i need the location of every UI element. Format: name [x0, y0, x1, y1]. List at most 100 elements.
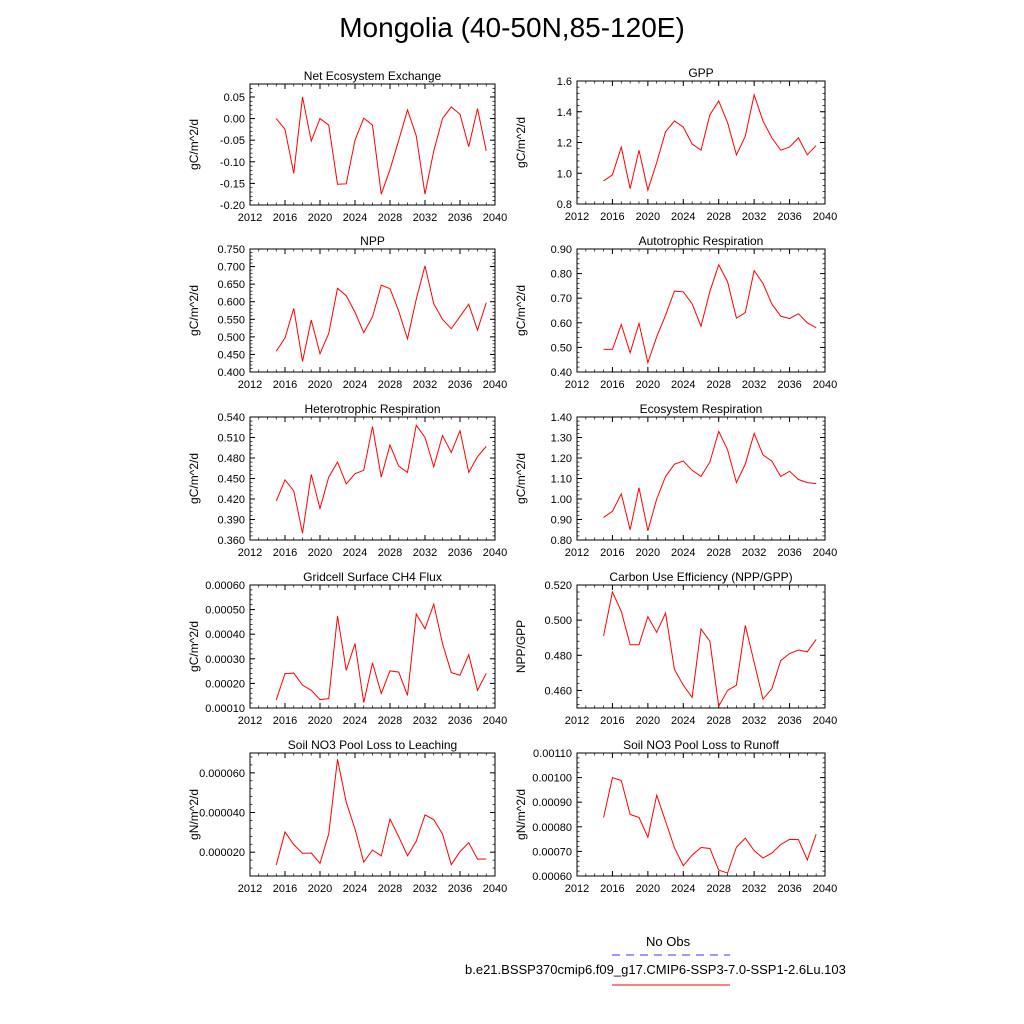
- x-tick-label: 2028: [378, 547, 402, 559]
- plot-frame: [576, 80, 826, 205]
- x-tick-label: 2012: [565, 715, 589, 727]
- y-tick-label: -0.15: [220, 178, 245, 190]
- x-tick-label: 2012: [565, 883, 589, 895]
- x-tick-label: 2036: [448, 715, 472, 727]
- x-tick-label: 2028: [378, 715, 402, 727]
- y-tick-label: 1.20: [551, 453, 572, 465]
- y-tick-label: 0.70: [551, 293, 572, 305]
- x-tick-label: 2024: [671, 715, 695, 727]
- panel-title: Soil NO3 Pool Loss to Runoff: [623, 738, 780, 752]
- x-tick-label: 2024: [671, 379, 695, 391]
- chart-panel-3: Autotrophic Respiration gC/m^2/d 2012 2016 2…: [514, 234, 837, 391]
- y-axis-label: gC/m^2/d: [514, 285, 528, 336]
- series-line: [275, 265, 487, 362]
- x-tick-label: 2020: [308, 715, 332, 727]
- x-tick-label: 2032: [742, 379, 766, 391]
- x-tick-label: 2028: [706, 211, 730, 223]
- y-tick-label: 0.000040: [199, 808, 245, 820]
- y-tick-label: 1.6: [557, 76, 572, 88]
- x-tick-label: 2016: [273, 715, 297, 727]
- x-tick-label: 2032: [413, 379, 437, 391]
- x-tick-label: 2016: [600, 379, 624, 391]
- x-tick-label: 2036: [777, 547, 801, 559]
- x-tick-label: 2016: [600, 547, 624, 559]
- y-tick-label: 0.510: [217, 433, 245, 445]
- y-axis-label: gC/m^2/d: [187, 285, 201, 336]
- x-tick-label: 2036: [777, 715, 801, 727]
- series-line: [603, 776, 817, 874]
- x-tick-label: 2040: [483, 547, 507, 559]
- y-axis-label: gC/m^2/d: [514, 453, 528, 504]
- x-tick-label: 2040: [483, 379, 507, 391]
- x-tick-label: 2016: [273, 212, 297, 224]
- y-tick-label: 0.80: [551, 269, 572, 281]
- y-tick-label: 1.40: [551, 412, 572, 424]
- x-tick-label: 2028: [706, 547, 730, 559]
- x-tick-label: 2040: [483, 715, 507, 727]
- y-tick-label: 1.0: [557, 168, 572, 180]
- x-tick-label: 2036: [448, 547, 472, 559]
- x-tick-label: 2032: [742, 883, 766, 895]
- x-tick-label: 2032: [742, 715, 766, 727]
- x-tick-label: 2024: [343, 547, 367, 559]
- x-tick-label: 2032: [742, 547, 766, 559]
- chart-panel-1: GPP gC/m^2/d 2012 2016 2020 2024 2028 2032 2036 2…: [514, 66, 837, 223]
- x-tick-label: 2036: [777, 211, 801, 223]
- y-tick-label: 0.000020: [199, 847, 245, 859]
- series-line: [603, 92, 817, 193]
- y-axis-label: gC/m^2/d: [187, 119, 201, 170]
- x-tick-label: 2016: [600, 883, 624, 895]
- x-tick-label: 2024: [343, 715, 367, 727]
- x-tick-label: 2036: [448, 379, 472, 391]
- x-tick-label: 2036: [448, 883, 472, 895]
- figure-title: Mongolia (40-50N,85-120E): [339, 12, 685, 43]
- x-tick-label: 2028: [706, 883, 730, 895]
- x-tick-label: 2028: [378, 883, 402, 895]
- x-tick-label: 2032: [413, 883, 437, 895]
- x-tick-label: 2032: [742, 211, 766, 223]
- series-line: [275, 96, 487, 195]
- y-tick-label: 0.40: [551, 367, 572, 379]
- plot-frame: [249, 83, 496, 206]
- y-tick-label: 0.60: [551, 318, 572, 330]
- y-tick-label: 0.750: [217, 244, 245, 256]
- chart-panel-2: NPP gC/m^2/d 2012 2016 2020 2024 2028 2032 2036 2…: [187, 234, 507, 391]
- y-tick-label: 0.80: [551, 535, 572, 547]
- x-tick-label: 2024: [671, 547, 695, 559]
- x-tick-label: 2012: [238, 883, 262, 895]
- plot-frame: [249, 248, 496, 373]
- y-tick-label: 0.480: [217, 453, 245, 465]
- x-tick-label: 2012: [565, 211, 589, 223]
- x-tick-label: 2040: [813, 379, 837, 391]
- x-tick-label: 2024: [343, 883, 367, 895]
- y-tick-label: 0.00040: [205, 629, 245, 641]
- plots-canvas: Net Ecosystem Exchange gC/m^2/d 2012 2016 20…: [187, 66, 837, 895]
- series-line: [603, 590, 817, 708]
- x-tick-label: 2012: [238, 212, 262, 224]
- chart-panel-9: Soil NO3 Pool Loss to Runoff gN/m^2/d 2012…: [514, 738, 837, 895]
- x-tick-label: 2032: [413, 547, 437, 559]
- y-tick-label: 0.00080: [532, 822, 572, 834]
- chart-panel-7: Carbon Use Efficiency (NPP/GPP) NPP/GPP 20…: [514, 570, 837, 727]
- series-line: [275, 423, 487, 534]
- y-tick-label: 0.90: [551, 244, 572, 256]
- y-tick-label: 0.00060: [205, 580, 245, 592]
- plot-frame: [249, 752, 496, 877]
- x-tick-label: 2012: [238, 715, 262, 727]
- x-tick-label: 2036: [448, 212, 472, 224]
- x-tick-label: 2012: [565, 379, 589, 391]
- legend-line-no-obs: [612, 954, 730, 986]
- y-tick-label: 0.00070: [532, 846, 572, 858]
- x-tick-label: 2040: [813, 547, 837, 559]
- y-tick-label: 0.460: [544, 685, 572, 697]
- x-tick-label: 2040: [813, 715, 837, 727]
- y-axis-label: NPP/GPP: [514, 620, 528, 673]
- x-tick-label: 2036: [777, 883, 801, 895]
- y-tick-label: 0.00050: [205, 605, 245, 617]
- plot-frame: [576, 752, 826, 877]
- panel-title: Heterotrophic Respiration: [304, 402, 440, 416]
- y-tick-label: 1.30: [551, 433, 572, 445]
- plot-frame: [249, 584, 496, 709]
- panel-title: Autotrophic Respiration: [639, 234, 764, 248]
